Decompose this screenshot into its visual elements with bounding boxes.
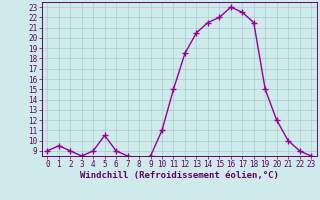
X-axis label: Windchill (Refroidissement éolien,°C): Windchill (Refroidissement éolien,°C): [80, 171, 279, 180]
